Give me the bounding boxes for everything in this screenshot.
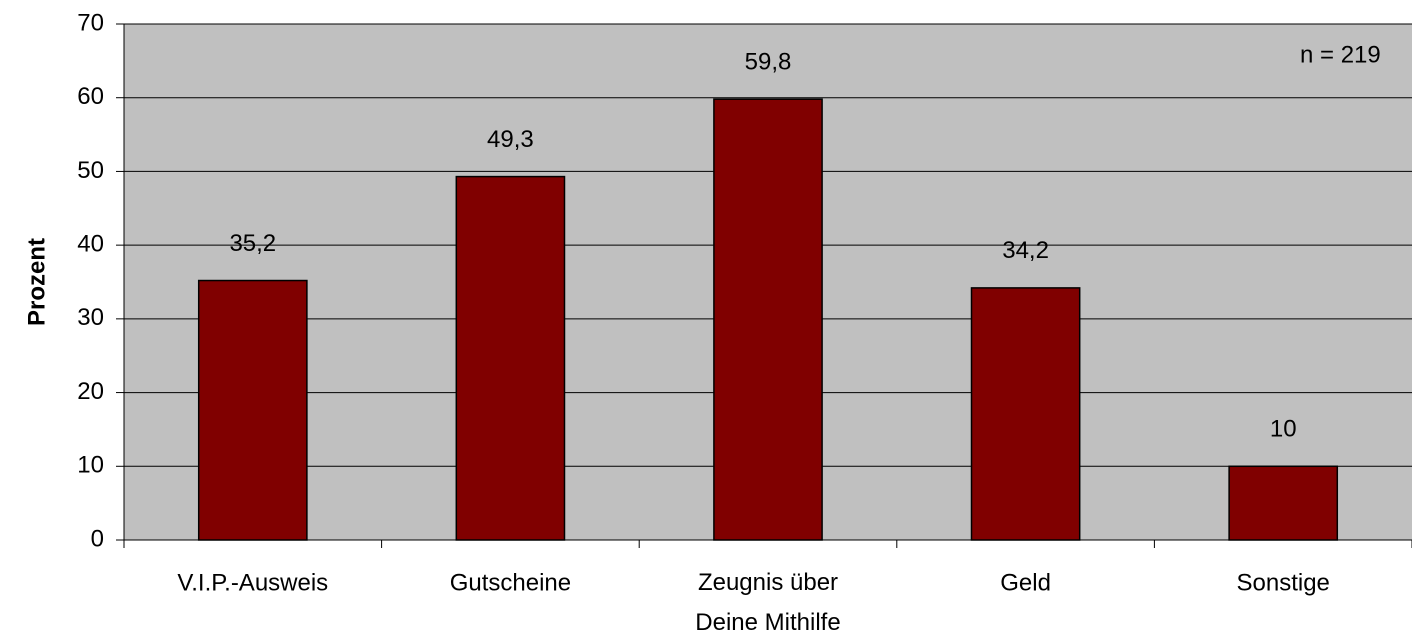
bar (1228, 465, 1339, 541)
y-axis-label: Prozent (23, 238, 50, 326)
annotation: n = 219 (1300, 41, 1381, 68)
y-tick-label: 60 (77, 83, 104, 110)
bar (197, 279, 308, 541)
x-tick-label: Sonstige (1236, 569, 1329, 596)
x-tick-label: Zeugnis über Deine Mithilfe (695, 569, 840, 636)
value-label: 35,2 (229, 230, 276, 257)
x-tick-label: Gutscheine (450, 569, 571, 596)
y-tick-label: 10 (77, 452, 104, 479)
y-tick-label: 30 (77, 304, 104, 331)
x-tick-label: Geld (1000, 569, 1051, 596)
x-tick-label: V.I.P.-Ausweis (177, 569, 328, 596)
y-tick-label: 20 (77, 378, 104, 405)
bar (455, 175, 566, 541)
y-tick-label: 0 (91, 525, 104, 552)
y-tick-label: 50 (77, 157, 104, 184)
value-label: 49,3 (487, 126, 534, 153)
y-tick-label: 40 (77, 230, 104, 257)
value-label: 59,8 (745, 49, 792, 76)
value-label: 10 (1270, 416, 1297, 443)
bar (970, 287, 1081, 541)
y-tick-label: 70 (77, 9, 104, 36)
value-label: 34,2 (1002, 237, 1049, 264)
bar (713, 98, 823, 541)
